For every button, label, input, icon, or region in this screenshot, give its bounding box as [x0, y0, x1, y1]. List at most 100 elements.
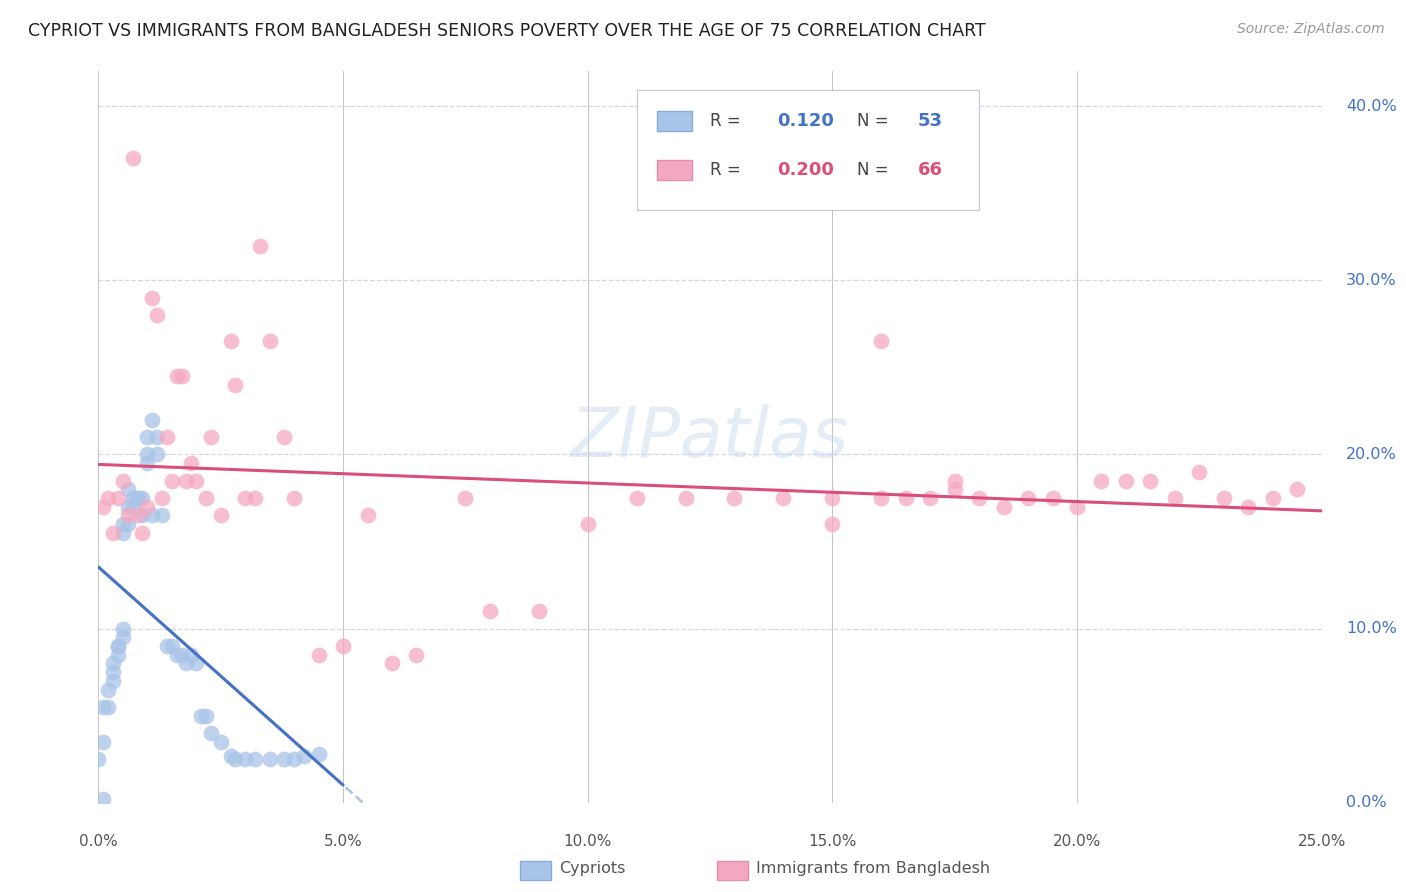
Text: N =: N =	[856, 161, 894, 179]
Text: CYPRIOT VS IMMIGRANTS FROM BANGLADESH SENIORS POVERTY OVER THE AGE OF 75 CORRELA: CYPRIOT VS IMMIGRANTS FROM BANGLADESH SE…	[28, 22, 986, 40]
Point	[259, 334, 281, 349]
Point	[176, 657, 198, 671]
Point	[127, 491, 149, 505]
Point	[150, 491, 173, 505]
Text: Cypriots: Cypriots	[560, 862, 626, 876]
Text: 10.0%: 10.0%	[1346, 621, 1398, 636]
Point	[107, 648, 129, 662]
Point	[186, 657, 208, 671]
Point	[107, 639, 129, 653]
Point	[993, 500, 1015, 514]
Point	[870, 334, 893, 349]
Point	[195, 491, 218, 505]
Point	[156, 430, 179, 444]
Point	[1139, 474, 1161, 488]
Point	[454, 491, 477, 505]
Point	[821, 517, 844, 532]
Point	[332, 639, 354, 653]
Point	[273, 430, 295, 444]
Point	[1237, 500, 1260, 514]
Point	[259, 752, 281, 766]
Point	[111, 525, 134, 540]
Point	[870, 491, 893, 505]
Point	[200, 430, 222, 444]
Point	[308, 648, 330, 662]
FancyBboxPatch shape	[637, 90, 979, 211]
Point	[405, 648, 427, 662]
Point	[150, 508, 173, 523]
Point	[111, 631, 134, 645]
Point	[117, 508, 139, 523]
Point	[121, 500, 143, 514]
Point	[1261, 491, 1284, 505]
Point	[141, 508, 163, 523]
Point	[170, 369, 193, 384]
Point	[381, 657, 404, 671]
Point	[131, 525, 153, 540]
Point	[292, 748, 315, 763]
Point	[160, 639, 183, 653]
Point	[224, 377, 246, 392]
Point	[141, 291, 163, 305]
Point	[1017, 491, 1039, 505]
Point	[209, 735, 232, 749]
Text: 30.0%: 30.0%	[1346, 273, 1396, 288]
Point	[1115, 474, 1137, 488]
Point	[283, 491, 305, 505]
Point	[894, 491, 917, 505]
Point	[273, 752, 295, 766]
Text: 20.0%: 20.0%	[1053, 834, 1101, 849]
Point	[97, 682, 120, 697]
Point	[111, 622, 134, 636]
Point	[180, 648, 202, 662]
Point	[107, 491, 129, 505]
Point	[146, 430, 169, 444]
Point	[136, 448, 159, 462]
Point	[87, 752, 110, 766]
Point	[156, 639, 179, 653]
Point	[97, 700, 120, 714]
Text: 5.0%: 5.0%	[323, 834, 363, 849]
Point	[170, 648, 193, 662]
Point	[1042, 491, 1064, 505]
Point	[195, 708, 218, 723]
Point	[1164, 491, 1187, 505]
Point	[675, 491, 697, 505]
Text: 10.0%: 10.0%	[564, 834, 612, 849]
Point	[121, 152, 143, 166]
Point	[91, 735, 114, 749]
Point	[107, 639, 129, 653]
Point	[180, 456, 202, 470]
Point	[1212, 491, 1234, 505]
Text: 40.0%: 40.0%	[1346, 99, 1396, 113]
Point	[101, 673, 124, 688]
Point	[1090, 474, 1112, 488]
Text: R =: R =	[710, 161, 747, 179]
Point	[626, 491, 648, 505]
Point	[127, 508, 149, 523]
Point	[111, 517, 134, 532]
Point	[1286, 483, 1309, 497]
Point	[527, 604, 550, 618]
Text: 53: 53	[918, 112, 943, 130]
Point	[117, 517, 139, 532]
Bar	[658, 111, 692, 131]
Point	[101, 657, 124, 671]
Point	[91, 792, 114, 806]
Point	[136, 456, 159, 470]
Point	[723, 491, 745, 505]
Point	[111, 474, 134, 488]
Point	[308, 747, 330, 761]
Text: 0.200: 0.200	[778, 161, 834, 179]
Point	[967, 491, 990, 505]
Point	[576, 517, 599, 532]
Point	[243, 491, 266, 505]
Point	[200, 726, 222, 740]
Text: Immigrants from Bangladesh: Immigrants from Bangladesh	[756, 862, 991, 876]
Point	[91, 700, 114, 714]
Point	[821, 491, 844, 505]
Text: 66: 66	[918, 161, 943, 179]
Point	[117, 483, 139, 497]
Point	[920, 491, 942, 505]
Point	[91, 500, 114, 514]
